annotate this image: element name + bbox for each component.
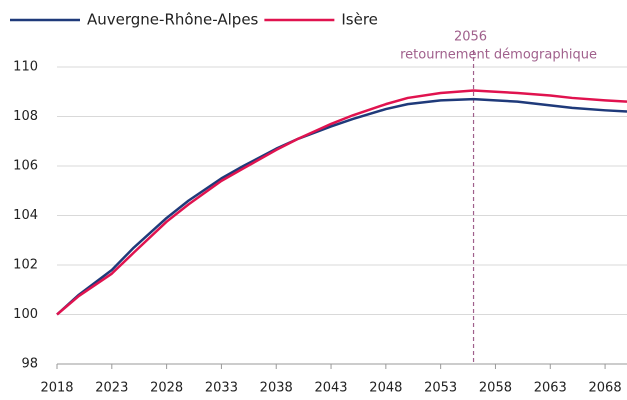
y-tick-label: 102 [13,258,38,273]
legend-label: Isère [341,11,378,29]
legend-label: Auvergne-Rhône-Alpes [87,11,259,29]
x-tick-label: 2058 [479,381,512,396]
x-tick-label: 2043 [314,381,347,396]
x-tick-label: 2048 [369,381,402,396]
y-tick-label: 104 [13,208,38,223]
x-tick-label: 2068 [589,381,622,396]
x-tick-label: 2023 [95,381,128,396]
y-tick-label: 110 [13,60,38,75]
x-tick-label: 2028 [150,381,183,396]
annotation-label: 2056 [454,30,487,45]
series-line [56,97,627,316]
x-tick-label: 2018 [40,381,73,396]
y-tick-label: 106 [13,159,38,174]
x-tick-label: 2033 [205,381,238,396]
x-tick-label: 2053 [424,381,457,396]
y-tick-label: 98 [21,357,38,372]
series-line [56,89,627,316]
x-tick-label: 2063 [534,381,567,396]
y-tick-label: 108 [13,109,38,124]
annotation-text: retournement démographique [400,48,597,63]
y-tick-label: 100 [13,307,38,322]
x-tick-label: 2038 [260,381,293,396]
